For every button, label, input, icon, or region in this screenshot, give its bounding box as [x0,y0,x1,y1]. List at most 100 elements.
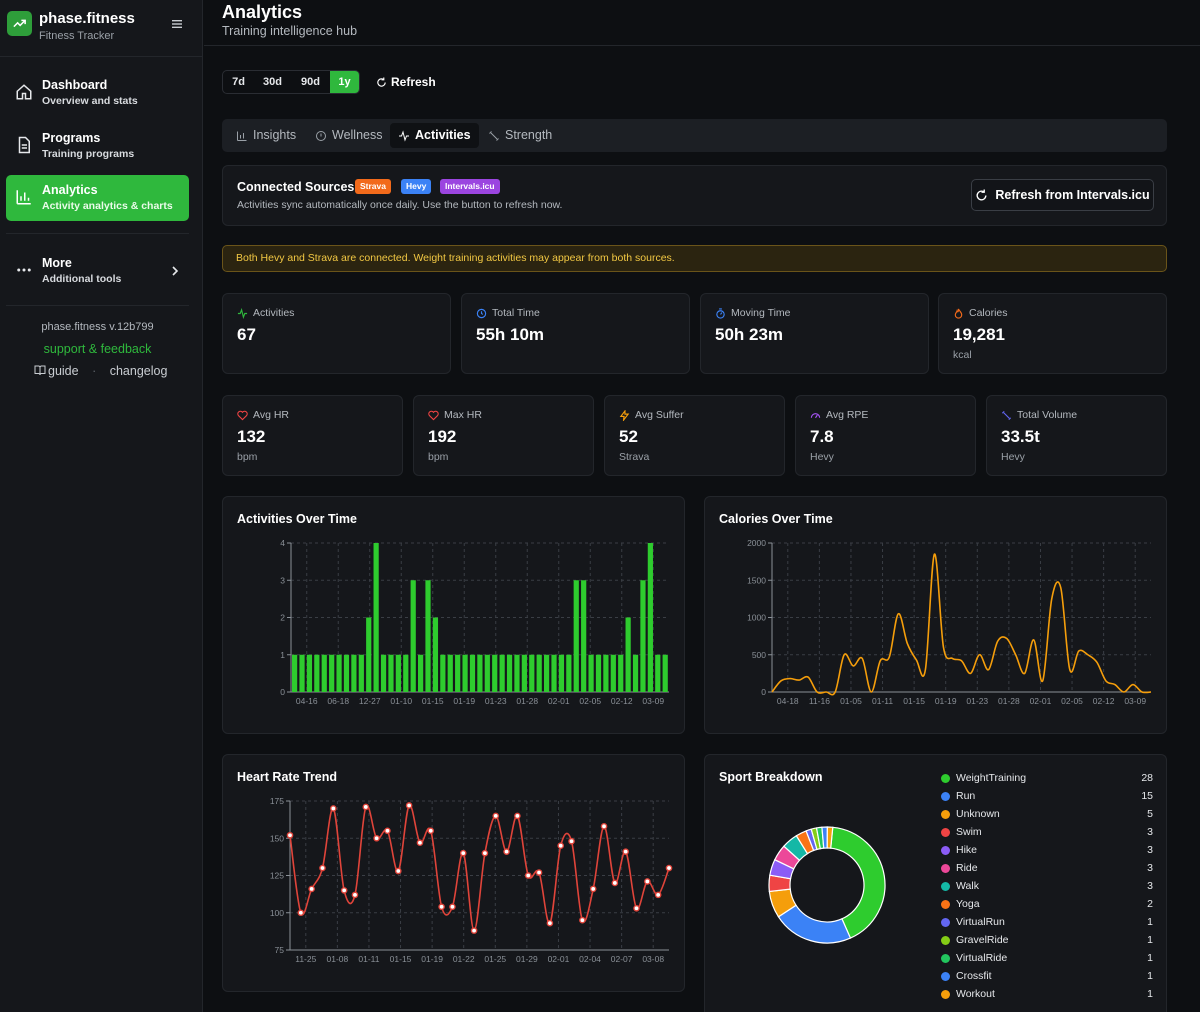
stat-card-activities: Activities 67 [222,293,451,374]
guide-link[interactable]: guide [34,364,79,378]
activity-bar [306,654,313,692]
x-tick-label: 01-10 [390,696,412,706]
x-tick-label: 01-22 [453,954,475,964]
hamburger-menu-icon[interactable] [170,17,184,31]
x-tick-label: 02-05 [1061,696,1083,706]
stat-label-text: Activities [253,307,295,319]
heart-rate-point [438,903,445,911]
heart-rate-point [330,805,337,812]
legend-dot [941,792,950,801]
range-7d-button[interactable]: 7d [232,76,245,88]
activity-bar [506,654,513,692]
refresh-button[interactable]: Refresh [376,75,436,89]
stat-label: Total Time [476,307,540,319]
tab-activities[interactable]: Activities [390,123,479,148]
range-90d-button[interactable]: 90d [301,76,320,88]
stat-label-text: Avg Suffer [635,409,684,421]
stat-value: 33.5t [1001,427,1040,446]
footer-links: guide · changelog [34,364,167,378]
heart-rate-point [611,879,619,887]
activity-bar [640,580,646,692]
legend-label: Yoga [956,898,980,910]
nav-subtitle: Training programs [42,148,135,160]
heart-rate-point [416,839,424,847]
page-title: Analytics [222,2,303,22]
activity-bar [558,654,565,692]
stat-card-max-hr: Max HR 192 bpm [413,395,594,476]
legend-item: GravelRide 1 [941,934,1153,948]
activity-bar [455,654,461,692]
legend-count: 3 [1147,880,1153,892]
stat-label-text: Avg RPE [826,409,869,421]
legend-item: Run 15 [941,790,1153,804]
range-selector: 7d 30d 90d 1y [222,70,360,94]
heart-rate-point [600,823,608,830]
refresh-intervals-label: Refresh from Intervals.icu [995,188,1150,202]
y-tick-label: 100 [270,908,284,918]
nav-title: Dashboard [42,78,108,92]
duplicate-warning-banner: Both Hevy and Strava are connected. Weig… [222,245,1167,272]
stat-label: Avg Suffer [619,409,684,421]
tab-strength[interactable]: Strength [480,123,560,148]
activity-bar [632,654,639,692]
nav-item-dashboard[interactable]: Dashboard Overview and stats [6,70,189,116]
heart-rate-point [665,864,673,872]
sidebar-divider [6,233,189,234]
legend-item: Swim 3 [941,826,1153,840]
tab-wellness[interactable]: Wellness [307,123,390,148]
y-tick-label: 3 [280,575,285,585]
nav-item-programs[interactable]: Programs Training programs [6,123,189,169]
chart-title: Heart Rate Trend [237,770,338,784]
stat-label: Activities [237,307,294,319]
heart-rate-point [546,919,554,927]
heart-rate-point [535,869,543,876]
refresh-icon [976,189,987,200]
wellness-icon [316,130,326,141]
activity-bar [618,654,624,692]
legend-label: Walk [956,880,979,892]
stat-label: Avg RPE [810,409,868,421]
x-tick-label: 11-16 [809,696,830,706]
heart-rate-point [286,831,294,839]
logo-icon[interactable] [7,11,32,36]
legend-count: 1 [1147,934,1153,946]
heart-rate-point [340,887,348,894]
activity-bar [477,654,483,692]
changelog-link[interactable]: changelog [109,364,168,378]
bar-chart-icon [237,131,247,141]
document-icon [15,136,33,154]
flame-icon [954,308,963,319]
x-tick-label: 02-05 [579,696,601,706]
legend-item: Crossfit 1 [941,970,1153,984]
range-30d-button[interactable]: 30d [263,76,282,88]
x-tick-label: 02-12 [1093,696,1115,706]
heart-rate-point [503,848,510,855]
legend-label: Run [956,790,976,802]
heart-rate-point [481,849,489,857]
heart-rate-line [289,804,670,932]
y-tick-label: 175 [270,796,284,806]
activities-chart-card: Activities Over Time 0 1 2 3 4 04-16 06-18 12-2… [222,496,685,734]
heart-rate-point [644,878,651,885]
y-tick-label: 75 [275,945,285,955]
heart-icon [428,410,439,420]
nav-item-analytics[interactable]: Analytics Activity analytics & charts [6,175,189,221]
activity-icon [237,307,248,319]
support-link[interactable]: support & feedback [43,342,152,356]
heart-rate-point [362,803,370,811]
tab-insights[interactable]: Insights [228,123,304,148]
legend-item: Walk 3 [941,880,1153,894]
activity-bar [588,654,594,692]
nav-item-more[interactable]: More Additional tools [6,248,189,294]
activity-bar [595,654,602,692]
legend-count: 2 [1147,898,1153,910]
y-tick-label: 125 [270,871,284,881]
activities-bar-chart: 0 1 2 3 4 04-16 06-18 12-27 01-10 01-15 01-19 01-23… [280,538,669,706]
refresh-intervals-button[interactable]: Refresh from Intervals.icu [971,179,1154,211]
x-tick-label: 02-01 [548,696,570,706]
x-tick-label: 12-27 [359,696,381,706]
x-tick-label: 02-04 [579,954,601,964]
legend-dot [941,972,950,981]
range-1y-button[interactable]: 1y [330,71,359,93]
link-separator: · [92,364,97,378]
